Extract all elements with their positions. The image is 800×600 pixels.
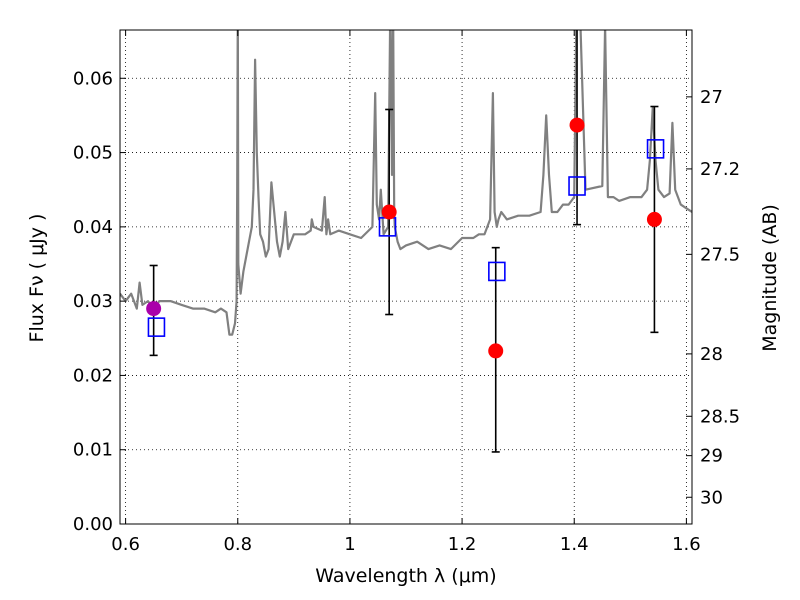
y-tick-label: 0.04 [73,217,113,238]
model-photometry-square [646,139,665,159]
right-tick-label: 27.5 [700,244,740,265]
observed-flux-point [488,343,504,359]
y-tick-label: 0.01 [73,440,113,461]
y-tick-label: 0.02 [73,365,113,386]
y-tick-label: 0.00 [73,514,113,535]
spectrum-line [120,30,692,336]
spectrum-layer [120,30,692,336]
plot-frame [119,29,693,525]
observed-flux-point [381,204,397,220]
right-tick-label: 28.5 [700,406,740,427]
x-tick-label: 1 [344,534,355,555]
right-tick-label: 29 [700,446,723,467]
x-tick-label: 1.2 [448,534,477,555]
tick-marks [120,30,692,525]
observed-flux-point [569,117,585,133]
y-axis-label: Flux Fν ( μJy ) [26,214,48,343]
x-axis-label: Wavelength λ (μm) [315,565,496,587]
x-tick-label: 1.6 [672,534,701,555]
x-tick-label: 1.4 [560,534,589,555]
right-tick-label: 30 [700,487,723,508]
model-photometry-square [488,261,506,282]
x-tick-label: 0.6 [111,534,140,555]
marker-layer [146,117,665,359]
model-photometry-square [568,176,586,196]
y-tick-label: 0.03 [73,291,113,312]
x-tick-label: 0.8 [223,534,252,555]
model-photometry-square [147,317,166,337]
right-axis-label: Magnitude (AB) [759,204,781,352]
tick-labels: 0.6 0.8 1 1.2 1.4 1.6 0.00 0.01 0.02 0.03 0.04 0.05… [73,68,740,555]
observed-flux-point [646,211,662,227]
highlight-point [146,301,162,317]
y-tick-label: 0.06 [73,68,113,89]
y-tick-label: 0.05 [73,143,113,164]
right-tick-label: 27 [700,87,723,108]
right-tick-label: 28 [700,344,723,365]
right-tick-label: 27.2 [700,159,740,180]
